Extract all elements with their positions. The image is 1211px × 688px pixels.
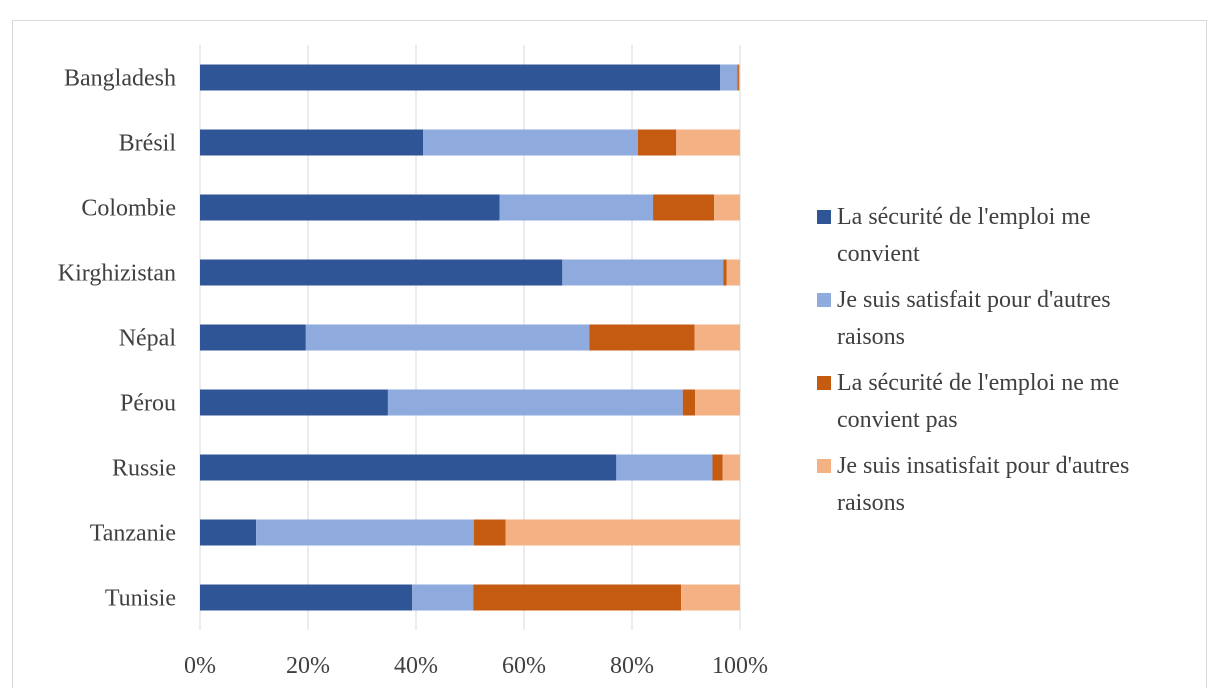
bar-segment (423, 129, 638, 156)
bar-segment (676, 129, 740, 156)
category-label: Tunisie (105, 586, 176, 612)
bar-segment (200, 324, 306, 351)
bar-segment (637, 129, 677, 156)
bar-segment (589, 324, 695, 351)
bar-segment (694, 324, 740, 351)
category-label: Russie (112, 456, 176, 482)
bar-segment (737, 64, 739, 91)
bar-segment (616, 454, 713, 481)
bar-segment (305, 324, 590, 351)
bar-segment (200, 584, 413, 611)
legend-entry: Je suis satisfait pour d'autres raisons (837, 287, 1111, 350)
legend-swatch (817, 293, 831, 307)
legend-swatch (817, 376, 831, 390)
bar-segment (682, 389, 696, 416)
x-tick-label: 60% (502, 653, 546, 679)
bar-segment (726, 259, 740, 286)
category-label: Kirghizistan (58, 261, 176, 287)
bar-segment (412, 584, 474, 611)
legend-swatch (817, 210, 831, 224)
bar-segment (200, 129, 424, 156)
bar-segment (256, 519, 474, 546)
bars (200, 64, 740, 611)
bar-segment (681, 584, 740, 611)
category-label: Colombie (81, 196, 176, 222)
bar-segment (714, 194, 740, 221)
category-labels: Bangladesh Brésil Colombie Kirghizistan Népa… (58, 66, 177, 612)
bar-segment (695, 389, 740, 416)
bar-segment (720, 64, 738, 91)
legend-entry: Je suis insatisfait pour d'autres raisons (837, 453, 1129, 516)
legend-entry: La sécurité de l'emploi me convient (837, 204, 1091, 267)
category-label: Bangladesh (64, 66, 176, 92)
bar-segment (200, 519, 257, 546)
category-label: Pérou (120, 391, 176, 417)
bar-segment (200, 259, 563, 286)
x-tick-label: 100% (712, 653, 768, 679)
x-axis-tick-labels: 0% 20% 40% 60% 80% 100% (184, 653, 768, 679)
bar-segment (738, 64, 740, 91)
bar-segment (200, 454, 617, 481)
legend: La sécurité de l'emploi me convient Je sui… (817, 204, 1129, 516)
x-tick-label: 20% (286, 653, 330, 679)
bar-segment (200, 64, 721, 91)
category-label: Tanzanie (90, 521, 176, 547)
bar-segment (562, 259, 724, 286)
chart-area (12, 20, 1207, 688)
bar-segment (387, 389, 683, 416)
category-label: Brésil (119, 131, 177, 157)
x-tick-label: 0% (184, 653, 216, 679)
bar-segment (653, 194, 715, 221)
legend-swatch (817, 459, 831, 473)
bar-segment (200, 389, 388, 416)
legend-entry: La sécurité de l'emploi ne me convient pa… (837, 370, 1119, 433)
bar-segment (200, 194, 500, 221)
x-tick-label: 80% (610, 653, 654, 679)
bar-segment (473, 519, 506, 546)
x-tick-label: 40% (394, 653, 438, 679)
bar-segment (712, 454, 723, 481)
bar-segment (723, 259, 727, 286)
category-label: Népal (119, 326, 177, 352)
bar-segment (499, 194, 654, 221)
bar-segment (722, 454, 740, 481)
bar-segment (473, 584, 682, 611)
bar-segment (505, 519, 740, 546)
